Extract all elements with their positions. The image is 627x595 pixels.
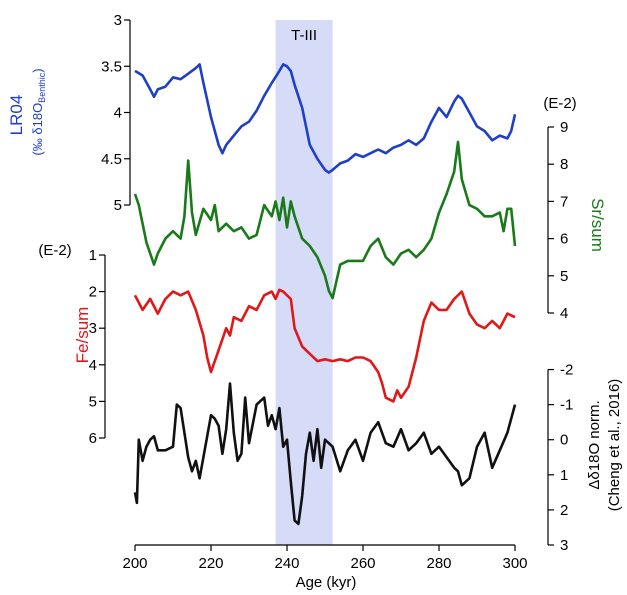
delta-d18o-tick-label: -2 — [560, 362, 573, 379]
fe-sum-tick-label: 5 — [89, 393, 97, 410]
delta-d18o-series-line — [133, 382, 517, 526]
x-axis: 200 220 240 260 280 300 — [122, 544, 528, 572]
delta-d18o-axis-subtitle: (Cheng et al., 2016) — [606, 379, 623, 512]
sr-sum-tick-label: 5 — [560, 268, 568, 285]
lr04-axis-subtitle-subscript: Benthic — [37, 72, 47, 103]
lr04-tick-label: 4 — [114, 105, 122, 122]
sr-sum-y-axis: 4 5 6 7 8 9 — [547, 119, 568, 322]
t-iii-label: T-III — [291, 27, 317, 44]
sr-sum-tick-label: 9 — [560, 119, 568, 136]
lr04-axis-subtitle-main: (‰ δ18O — [30, 103, 45, 156]
sr-sum-unit: (E-2) — [543, 95, 576, 112]
x-axis-tick-label: 200 — [122, 555, 147, 572]
fe-sum-series-line — [133, 288, 516, 403]
lr04-tick-label: 3 — [114, 12, 122, 29]
x-axis-tick-label: 260 — [350, 555, 375, 572]
lr04-y-axis: 3 3.5 4 4.5 5 — [101, 12, 131, 214]
lr04-axis-title: LR04 — [7, 95, 26, 136]
x-axis-title: Age (kyr) — [296, 574, 357, 591]
sr-sum-tick-label: 4 — [560, 305, 568, 322]
x-axis-tick-label: 240 — [274, 555, 299, 572]
fe-sum-tick-label: 2 — [89, 284, 97, 301]
fe-sum-y-axis: 1 2 3 4 5 6 — [89, 247, 106, 447]
fe-sum-axis-title: Fe/sum — [73, 307, 92, 364]
sr-sum-axis-title: Sr/sum — [588, 198, 607, 252]
lr04-tick-label: 3.5 — [101, 58, 122, 75]
lr04-axis-title-main: LR04 — [7, 95, 26, 136]
x-axis-tick-label: 280 — [426, 555, 451, 572]
delta-d18o-y-axis: -2 -1 0 1 2 3 — [547, 362, 573, 554]
delta-d18o-tick-label: -1 — [560, 397, 573, 414]
sr-sum-series-line — [133, 140, 517, 300]
lr04-series-line — [134, 63, 517, 174]
delta-d18o-tick-label: 1 — [560, 467, 568, 484]
fe-sum-tick-label: 4 — [89, 357, 97, 374]
sr-sum-tick-label: 6 — [560, 231, 568, 248]
lr04-axis-subtitle: (‰ δ18OBenthic) — [30, 68, 47, 155]
lr04-tick-label: 4.5 — [101, 151, 122, 168]
delta-d18o-tick-label: 0 — [560, 432, 568, 449]
sr-sum-tick-label: 7 — [560, 193, 568, 210]
x-axis-tick-label: 300 — [502, 555, 527, 572]
fe-sum-tick-label: 1 — [89, 247, 97, 264]
fe-sum-tick-label: 3 — [89, 320, 97, 337]
sr-sum-tick-label: 8 — [560, 156, 568, 173]
delta-d18o-tick-label: 2 — [560, 502, 568, 519]
delta-d18o-tick-label: 3 — [560, 537, 568, 554]
lr04-tick-label: 5 — [114, 197, 122, 214]
fe-sum-tick-label: 6 — [89, 430, 97, 447]
delta-d18o-axis-title: Δδ18O norm. — [586, 400, 603, 489]
lr04-axis-subtitle-close: ) — [30, 68, 45, 72]
x-axis-tick-label: 220 — [198, 555, 223, 572]
fe-sum-unit: (E-2) — [38, 242, 71, 259]
